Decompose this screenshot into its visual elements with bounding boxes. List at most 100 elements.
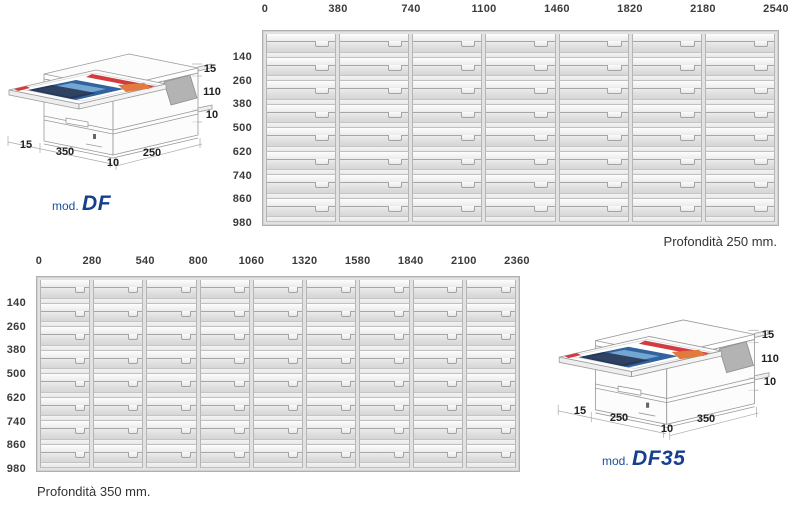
row-label: 620 xyxy=(6,391,26,404)
drawer-cell xyxy=(631,81,702,105)
drawer-handle xyxy=(447,381,458,388)
drawer-bottom-strip xyxy=(307,298,356,303)
drawer-handle xyxy=(394,310,405,317)
drawer-handle xyxy=(447,428,458,435)
drawer-cell xyxy=(631,104,702,128)
column-label: 1060 xyxy=(238,255,265,267)
drawer-top-strip xyxy=(705,175,774,189)
drawer-face xyxy=(340,136,409,147)
drawer-face xyxy=(200,335,249,346)
drawer-handle xyxy=(500,334,511,341)
drawer-face xyxy=(41,288,90,299)
drawer-top-strip xyxy=(705,151,774,165)
drawer-top-strip xyxy=(94,444,143,458)
drawer-face xyxy=(94,358,143,370)
column-label: 1580 xyxy=(344,255,371,267)
drawer-top-strip xyxy=(632,81,701,95)
drawer-bottom-strip xyxy=(486,170,555,174)
drawer-handle xyxy=(387,41,403,48)
drawer-handle xyxy=(607,135,622,142)
drawer-handle xyxy=(607,205,622,212)
drawer-top-strip xyxy=(41,444,90,458)
drawer-handle xyxy=(74,404,85,411)
column-label: 2360 xyxy=(504,255,530,267)
drawer-face xyxy=(466,311,515,323)
drawer-top-strip xyxy=(147,444,196,458)
drawer-handle xyxy=(234,404,245,411)
drawer-bottom-strip xyxy=(466,392,515,397)
drawer-top-strip xyxy=(559,128,628,142)
drawer-cell xyxy=(412,175,483,199)
drawer-cell xyxy=(306,327,357,351)
drawer-cell xyxy=(339,198,410,222)
drawer-handle xyxy=(680,64,695,71)
df35-model-name: DF35 xyxy=(632,447,686,470)
drawer-bottom-strip xyxy=(466,298,515,303)
drawer-bottom-strip xyxy=(253,322,303,326)
drawer-face xyxy=(200,358,249,370)
drawer-cell xyxy=(465,327,516,351)
df-dim-top-thickness: 15 xyxy=(203,63,217,75)
df-dim-shelf-thickness: 10 xyxy=(205,109,219,121)
column-labels: 0 380 740 1100 1460 1820 2180 2540 xyxy=(262,3,789,19)
drawer-face xyxy=(41,452,90,464)
drawer-face xyxy=(705,136,774,147)
drawer-face xyxy=(253,382,303,393)
drawer-handle xyxy=(461,135,476,142)
drawer-handle xyxy=(181,334,192,341)
drawer-bottom-strip xyxy=(632,170,701,174)
drawer-bottom-strip xyxy=(147,392,196,397)
drawer-face xyxy=(307,358,356,370)
drawer-top-strip xyxy=(413,327,462,341)
drawer-top-strip xyxy=(94,280,143,294)
drawer-handle xyxy=(500,451,511,458)
drawer-bottom-strip xyxy=(360,439,409,444)
drawer-bottom-strip xyxy=(147,369,196,373)
drawer-handle xyxy=(127,428,139,435)
drawer-face xyxy=(200,452,249,464)
drawer-cell xyxy=(199,350,250,374)
drawer-top-strip xyxy=(94,350,143,364)
drawer-top-strip xyxy=(466,397,515,411)
depth-caption: Profondità 350 mm. xyxy=(37,484,151,499)
drawer-handle xyxy=(500,381,511,388)
drawer-handle xyxy=(234,451,245,458)
drawer-bottom-strip xyxy=(307,392,356,397)
drawer-top-strip xyxy=(41,374,90,388)
drawer-bottom-strip xyxy=(360,322,409,326)
drawer-face xyxy=(705,159,774,171)
drawer-bottom-strip xyxy=(41,439,90,444)
drawer-face xyxy=(705,89,774,100)
drawer-cell xyxy=(93,280,144,304)
drawer-bottom-strip xyxy=(200,345,249,350)
drawer-face xyxy=(94,405,143,417)
drawer-handle xyxy=(181,287,192,294)
drawer-cell xyxy=(339,57,410,81)
drawer-top-strip xyxy=(413,34,482,48)
drawer-face xyxy=(200,405,249,417)
drawer-cell xyxy=(199,444,250,468)
drawer-cell xyxy=(40,444,91,468)
drawer-handle xyxy=(314,158,330,165)
drawer-bottom-strip xyxy=(147,416,196,420)
drawer-handle xyxy=(680,158,695,165)
drawer-handle xyxy=(387,64,403,71)
drawer-bottom-strip xyxy=(253,416,303,420)
drawer-handle xyxy=(181,404,192,411)
drawer-face xyxy=(413,112,482,124)
row-label: 380 xyxy=(6,344,26,357)
drawer-bottom-strip xyxy=(559,193,628,198)
drawer-bottom-strip xyxy=(360,298,409,303)
drawer-top-strip xyxy=(413,81,482,95)
df35-dim-drawer-height: 110 xyxy=(761,353,779,365)
drawer-bottom-strip xyxy=(94,369,143,373)
drawer-handle xyxy=(340,310,351,317)
drawer-bottom-strip xyxy=(267,99,336,104)
drawer-bottom-strip xyxy=(559,76,628,80)
row-label: 980 xyxy=(232,217,252,229)
drawer-top-strip xyxy=(559,198,628,212)
drawer-face xyxy=(559,136,628,147)
column-label: 2540 xyxy=(763,3,789,15)
drawer-cell xyxy=(266,128,337,152)
drawer-bottom-strip xyxy=(632,52,701,57)
